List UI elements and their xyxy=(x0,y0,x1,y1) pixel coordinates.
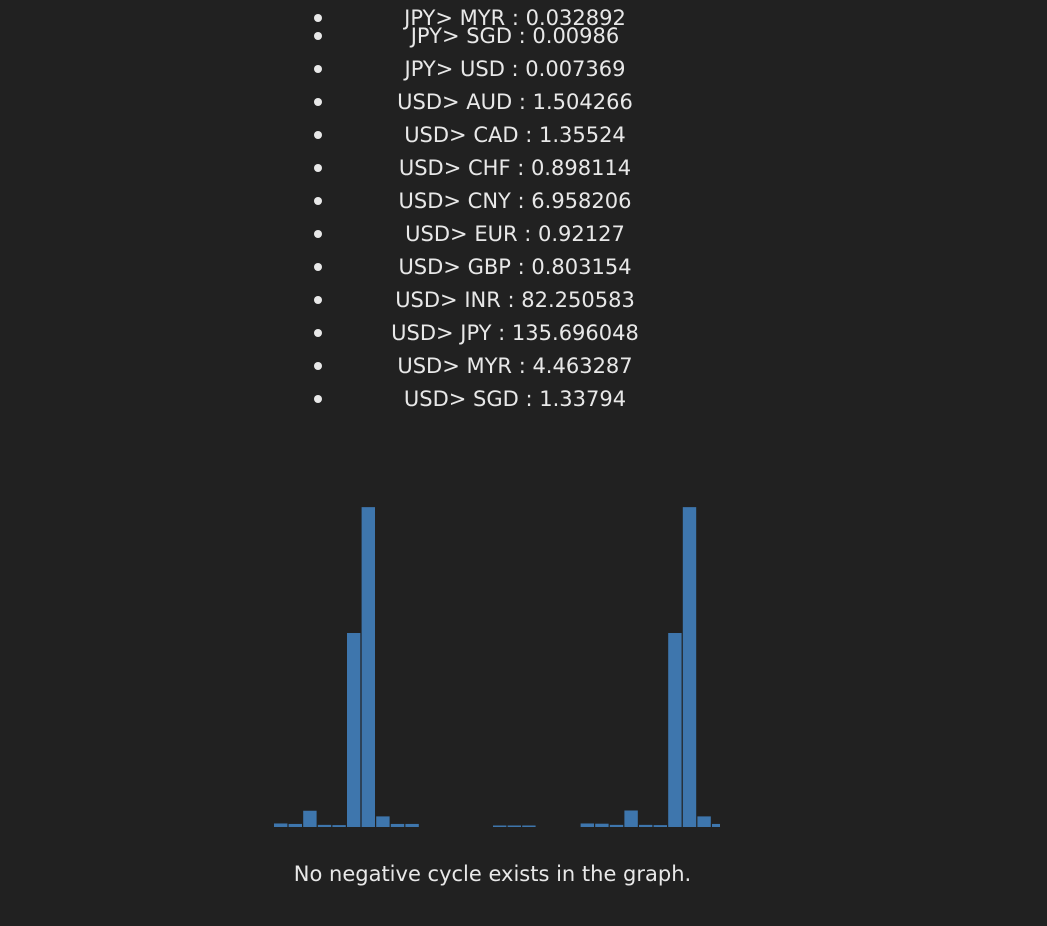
rate-item: JPY> SGD : 0.00986 xyxy=(0,18,1047,51)
exchange-rate-list: JPY> MYR : 0.032892 JPY> SGD : 0.00986 J… xyxy=(0,0,1047,414)
bullet-icon xyxy=(314,164,322,172)
chart-bar xyxy=(317,824,332,827)
chart-bar xyxy=(507,825,521,827)
chart-bar xyxy=(522,825,536,827)
chart-bar xyxy=(274,823,288,827)
bullet-icon xyxy=(314,263,322,271)
chart-bar xyxy=(595,823,609,827)
bullet-icon xyxy=(314,296,322,304)
bullet-icon xyxy=(314,65,322,73)
rate-item: USD> MYR : 4.463287 xyxy=(0,348,1047,381)
status-message: No negative cycle exists in the graph. xyxy=(293,862,692,886)
rate-item: USD> CAD : 1.35524 xyxy=(0,117,1047,150)
bullet-icon xyxy=(314,14,322,22)
rate-item: USD> INR : 82.250583 xyxy=(0,282,1047,315)
chart-bar xyxy=(639,824,653,827)
rate-bar-chart-svg xyxy=(274,507,720,827)
chart-bar xyxy=(712,823,720,827)
rate-item: JPY> MYR : 0.032892 xyxy=(0,0,1047,30)
rate-item: USD> EUR : 0.92127 xyxy=(0,216,1047,249)
chart-bar xyxy=(303,810,317,827)
rate-label: USD> CAD : 1.35524 xyxy=(404,123,626,147)
bullet-icon xyxy=(314,131,322,139)
rate-label: USD> INR : 82.250583 xyxy=(395,288,635,312)
bullet-icon xyxy=(314,32,322,40)
chart-bar xyxy=(668,633,682,827)
rate-item: USD> JPY : 135.696048 xyxy=(0,315,1047,348)
chart-bar xyxy=(609,824,624,827)
rate-item: JPY> USD : 0.007369 xyxy=(0,51,1047,84)
chart-bar xyxy=(332,825,346,827)
chart-bar xyxy=(347,633,361,827)
rate-label: JPY> SGD : 0.00986 xyxy=(410,24,620,48)
chart-bar xyxy=(405,823,419,827)
rate-label: USD> CNY : 6.958206 xyxy=(398,189,632,213)
bullet-icon xyxy=(314,98,322,106)
chart-bar xyxy=(653,825,667,827)
chart-bar xyxy=(361,507,375,827)
bullet-icon xyxy=(314,230,322,238)
rate-label: JPY> MYR : 0.032892 xyxy=(404,6,626,30)
rate-item: USD> CNY : 6.958206 xyxy=(0,183,1047,216)
chart-bar xyxy=(682,507,697,827)
chart-bar xyxy=(624,810,638,827)
rate-label: USD> SGD : 1.33794 xyxy=(403,387,627,411)
rate-label: USD> JPY : 135.696048 xyxy=(391,321,639,345)
rate-label: USD> MYR : 4.463287 xyxy=(397,354,633,378)
bullet-icon xyxy=(314,197,322,205)
bullet-icon xyxy=(314,362,322,370)
rate-item: USD> GBP : 0.803154 xyxy=(0,249,1047,282)
rate-label: USD> EUR : 0.92127 xyxy=(405,222,625,246)
rate-bar-chart xyxy=(270,490,720,830)
chart-bar xyxy=(493,825,507,827)
chart-bar xyxy=(376,816,390,827)
bullet-icon xyxy=(314,329,322,337)
rate-label: USD> GBP : 0.803154 xyxy=(398,255,632,279)
chart-bar xyxy=(697,816,711,827)
rate-label: USD> CHF : 0.898114 xyxy=(398,156,632,180)
rate-item: USD> AUD : 1.504266 xyxy=(0,84,1047,117)
chart-bar xyxy=(390,823,405,827)
rate-label: JPY> USD : 0.007369 xyxy=(404,57,626,81)
chart-bar xyxy=(580,823,594,827)
bullet-icon xyxy=(314,395,322,403)
chart-bar xyxy=(288,823,302,827)
rate-item: USD> CHF : 0.898114 xyxy=(0,150,1047,183)
rate-item: USD> SGD : 1.33794 xyxy=(0,381,1047,414)
rate-label: USD> AUD : 1.504266 xyxy=(397,90,633,114)
